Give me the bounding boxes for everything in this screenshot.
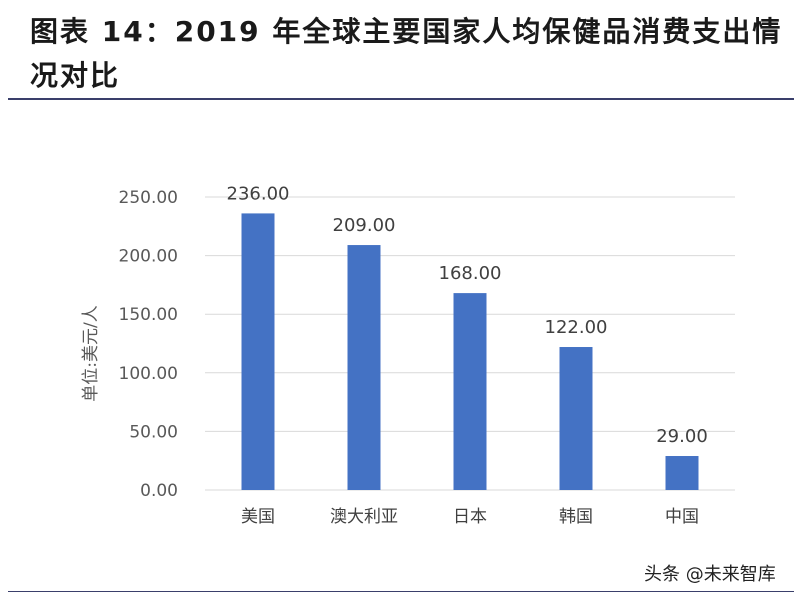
x-category-label: 澳大利亚 [330,507,398,527]
bar-value-label: 122.00 [545,317,608,338]
y-tick-label: 150.00 [119,305,178,325]
bar-value-label: 236.00 [227,183,290,204]
bar-value-label: 29.00 [656,426,708,447]
bar-value-label: 168.00 [439,263,502,284]
bar [241,213,275,490]
y-tick-label: 0.00 [140,481,178,501]
y-tick-label: 100.00 [119,364,178,384]
y-tick-label: 50.00 [129,422,178,442]
title-divider [8,98,794,100]
y-axis-ticks: 0.00 50.00 100.00 150.00 200.00 250.00 [119,188,178,501]
x-category-label: 美国 [241,507,275,527]
x-category-label: 日本 [453,507,487,527]
y-tick-label: 250.00 [119,188,178,208]
bar-value-label: 209.00 [333,215,396,236]
chart-title: 图表 14：2019 年全球主要国家人均保健品消费支出情况对比 [30,15,783,92]
bar [559,347,593,490]
y-tick-label: 200.00 [119,247,178,267]
category-labels: 美国 澳大利亚 日本 韩国 中国 [241,507,699,527]
watermark: 头条 @未来智库 [644,560,776,586]
footer-divider [8,591,794,592]
y-axis-label: 单位:美元/人 [81,305,101,401]
x-category-label: 中国 [665,507,699,527]
data-labels: 236.00 209.00 168.00 122.00 29.00 [227,183,708,447]
bars [241,213,699,490]
bar [347,245,381,490]
bar [665,456,699,490]
x-category-label: 韩国 [559,507,593,527]
bar [453,293,487,490]
watermark-text: 头条 @未来智库 [644,564,776,585]
